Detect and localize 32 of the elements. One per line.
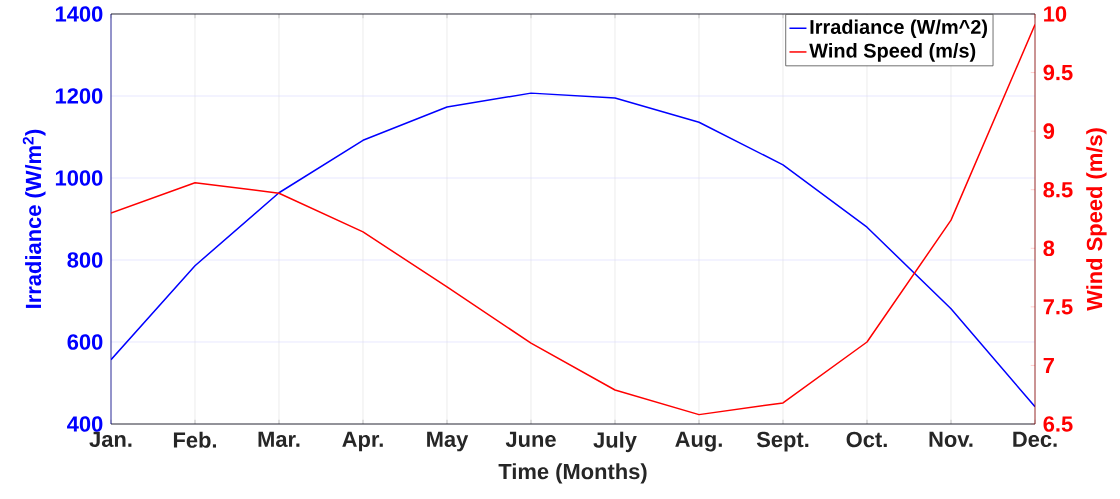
x-tick-label: Feb. bbox=[173, 431, 217, 448]
x-axis-title: Time (Months) bbox=[498, 463, 647, 484]
y2-tick-label: 8.5 bbox=[1043, 181, 1073, 198]
x-tick-label: Oct. bbox=[846, 431, 887, 448]
y2-tick-label: 7 bbox=[1043, 357, 1054, 373]
y2-tick-label: 9.5 bbox=[1043, 64, 1073, 81]
y-axis-title: Irradiance (W/m$^{2}$) bbox=[22, 129, 46, 308]
x-tick-label: June bbox=[505, 431, 556, 447]
line-series bbox=[111, 92, 1036, 408]
x-tick-label: Mar. bbox=[258, 431, 300, 447]
y2-tick-label: 6.5 bbox=[1043, 416, 1073, 432]
x-tick-label: Dec. bbox=[1013, 431, 1057, 447]
x-tick-label: Sept. bbox=[756, 431, 809, 452]
x-tick-label: May bbox=[427, 431, 469, 452]
y-tick-label: 1200 bbox=[55, 88, 103, 104]
x-tick-label: Jan. bbox=[89, 431, 132, 447]
y-tick-label: 400 bbox=[67, 416, 103, 432]
y2-axis-title: Wind Speed (m/s) bbox=[1086, 128, 1107, 311]
x-tick-label: Apr. bbox=[342, 431, 383, 452]
y2-tick-label: 7.5 bbox=[1043, 299, 1073, 315]
y-tick-label: 1400 bbox=[55, 6, 103, 22]
y-tick-label: 800 bbox=[67, 252, 103, 268]
x-tick-label: Nov. bbox=[929, 431, 973, 447]
y-tick-label: 600 bbox=[67, 334, 103, 350]
legend-label: Irradiance (W/m^2) bbox=[810, 19, 988, 38]
y2-tick-label: 10 bbox=[1044, 6, 1067, 22]
legend-label: Wind Speed (m/s) bbox=[809, 43, 976, 62]
x-tick-label: July bbox=[593, 431, 637, 453]
y2-tick-label: 9 bbox=[1043, 123, 1055, 139]
x-tick-label: Aug. bbox=[675, 431, 722, 452]
y2-tick-label: 8 bbox=[1043, 240, 1055, 257]
y-tick-label: 1000 bbox=[55, 170, 103, 186]
